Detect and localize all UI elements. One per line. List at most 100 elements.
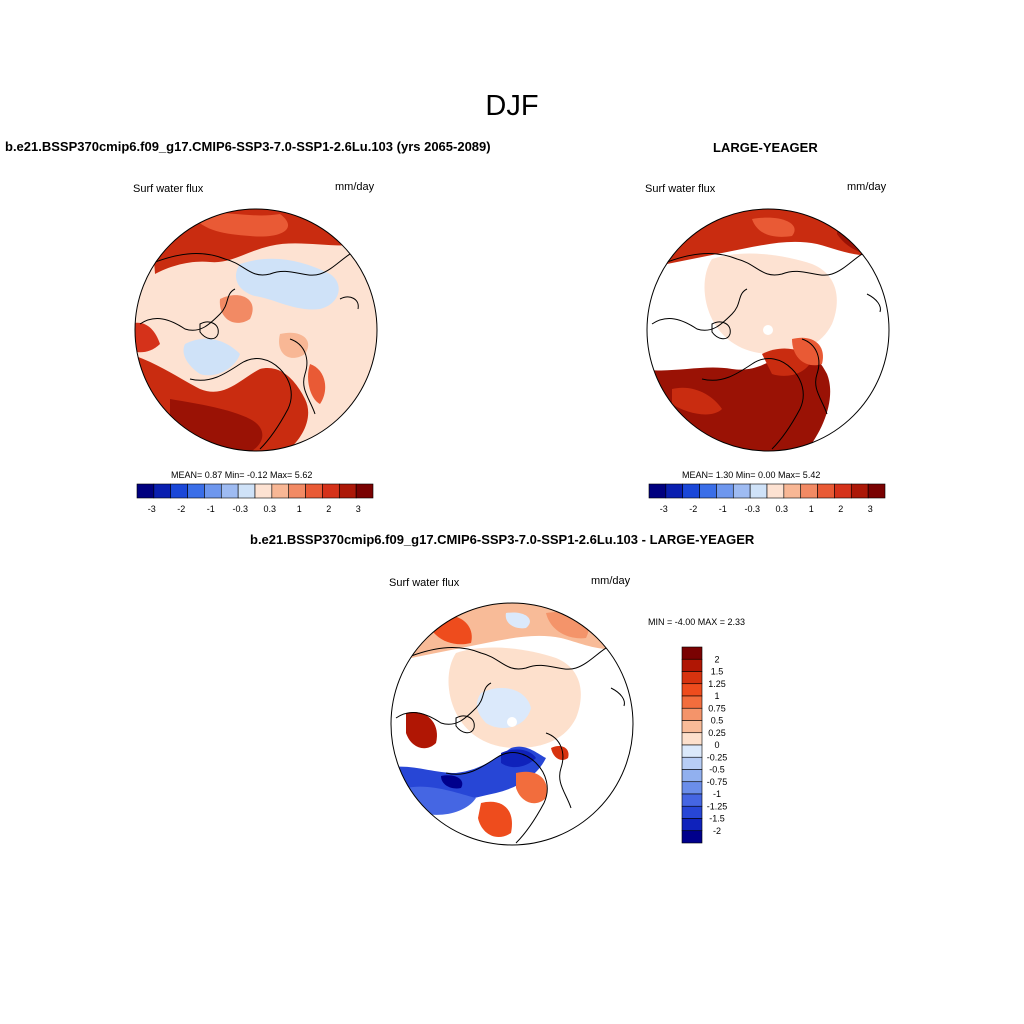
right-map-pole-mask <box>763 325 773 335</box>
right-colorbar-box <box>648 483 667 499</box>
diff-colorbar-box <box>681 769 703 783</box>
diff-variable-label: Surf water flux <box>389 577 460 589</box>
right-colorbar-box <box>783 483 802 499</box>
right-colorbar-box <box>817 483 835 499</box>
diff-colorbar-box <box>681 744 703 758</box>
left-colorbar-label: -3 <box>148 504 156 514</box>
left-colorbar-box <box>254 483 273 499</box>
left-colorbar-label: -1 <box>207 504 215 514</box>
diff-units-label: mm/day <box>591 575 631 587</box>
diff-colorbar-label: 0.75 <box>708 703 726 713</box>
left-colorbar-box <box>338 483 357 499</box>
diff-colorbar-label: 1.5 <box>711 667 724 677</box>
right-map-low-flux-land <box>704 253 837 354</box>
right-colorbar-label: -0.3 <box>744 504 760 514</box>
left-colorbar-box <box>288 483 306 499</box>
diff-stats: MIN = -4.00 MAX = 2.33 <box>648 617 746 627</box>
left-colorbar-label: 3 <box>356 504 361 514</box>
figure-title: DJF <box>485 90 539 122</box>
diff-map-boundary <box>390 602 634 846</box>
right-colorbar-label: 2 <box>838 504 843 514</box>
diff-map-negative-arctic <box>476 688 531 728</box>
right-colorbar-label: -3 <box>660 504 668 514</box>
right-colorbar-label: -2 <box>689 504 697 514</box>
left-colorbar-box <box>136 483 155 499</box>
diff-colorbar-box <box>681 695 703 709</box>
diff-colorbar-label: 0.25 <box>708 728 726 738</box>
right-variable-label: Surf water flux <box>645 183 716 195</box>
diff-colorbar-label: -0.25 <box>707 752 728 762</box>
diff-colorbar-box <box>681 756 703 770</box>
left-colorbar-label: -0.3 <box>232 504 248 514</box>
diff-colorbar-label: -2 <box>713 826 721 836</box>
diff-colorbar-label: 0.5 <box>711 716 724 726</box>
diff-colorbar-box <box>681 720 703 734</box>
right-colorbar-box <box>800 483 818 499</box>
left-colorbar-box <box>237 483 256 499</box>
left-stats: MEAN= 0.87 Min= -0.12 Max= 5.62 <box>171 470 313 480</box>
right-colorbar-box <box>850 483 869 499</box>
diff-map-pole-mask <box>507 717 517 727</box>
diff-panel-header: b.e21.BSSP370cmip6.f09_g17.CMIP6-SSP3-7.… <box>250 532 755 547</box>
diff-colorbar-label: 1.25 <box>708 679 726 689</box>
diff-colorbar-label: -1.5 <box>709 814 725 824</box>
right-colorbar-box <box>699 483 717 499</box>
left-colorbar: -3 -2 -1 -0.3 0.3 1 2 3 <box>136 483 374 514</box>
right-colorbar-box <box>834 483 852 499</box>
left-panel-header: b.e21.BSSP370cmip6.f09_g17.CMIP6-SSP3-7.… <box>5 139 491 154</box>
right-colorbar-box <box>716 483 734 499</box>
left-colorbar-label: 2 <box>326 504 331 514</box>
left-colorbar-box <box>355 483 374 499</box>
diff-colorbar-label: -0.75 <box>707 777 728 787</box>
diff-colorbar-label: -1 <box>713 789 721 799</box>
left-colorbar-box <box>153 483 172 499</box>
right-colorbar-label: 1 <box>809 504 814 514</box>
right-colorbar-box <box>749 483 768 499</box>
diff-colorbar-box <box>681 781 703 795</box>
right-stats: MEAN= 1.30 Min= 0.00 Max= 5.42 <box>682 470 821 480</box>
left-colorbar-label: 1 <box>297 504 302 514</box>
right-colorbar-box <box>665 483 684 499</box>
left-polar-map <box>134 208 378 452</box>
left-colorbar-label: 0.3 <box>263 504 276 514</box>
right-colorbar-box <box>732 483 751 499</box>
diff-colorbar-box <box>681 830 703 844</box>
right-units-label: mm/day <box>847 181 887 193</box>
diff-colorbar-box <box>681 683 703 697</box>
diff-colorbar-box <box>681 793 703 807</box>
right-colorbar: -3 -2 -1 -0.3 0.3 1 2 3 <box>648 483 886 514</box>
left-colorbar-box <box>204 483 222 499</box>
left-units-label: mm/day <box>335 181 375 193</box>
diff-colorbar-label: 1 <box>714 691 719 701</box>
diff-colorbar-box <box>681 732 703 746</box>
diff-colorbar-box <box>681 818 703 832</box>
left-colorbar-box <box>271 483 290 499</box>
diff-colorbar-box <box>681 658 703 672</box>
diff-colorbar-box <box>681 707 703 721</box>
diff-colorbar-label: -0.5 <box>709 765 725 775</box>
diff-polar-map <box>390 602 634 846</box>
right-colorbar-label: 0.3 <box>775 504 788 514</box>
left-map-low-flux-arctic <box>235 258 339 310</box>
left-colorbar-box <box>220 483 239 499</box>
left-map-boundary <box>134 208 378 452</box>
right-map-boundary <box>646 208 890 452</box>
diff-colorbar-box <box>681 671 703 685</box>
right-colorbar-label: -1 <box>719 504 727 514</box>
left-colorbar-label: -2 <box>177 504 185 514</box>
right-colorbar-box <box>682 483 700 499</box>
left-colorbar-box <box>305 483 323 499</box>
right-colorbar-box <box>766 483 785 499</box>
right-panel-header: LARGE-YEAGER <box>713 140 818 155</box>
right-polar-map <box>646 208 890 452</box>
diff-colorbar-label: -1.25 <box>707 801 728 811</box>
left-colorbar-box <box>322 483 340 499</box>
diff-colorbar-label: 0 <box>714 740 719 750</box>
diff-colorbar-box <box>681 805 703 819</box>
right-colorbar-box <box>867 483 886 499</box>
left-variable-label: Surf water flux <box>133 183 204 195</box>
diff-colorbar-box <box>681 646 703 660</box>
left-colorbar-box <box>187 483 205 499</box>
right-colorbar-label: 3 <box>868 504 873 514</box>
diff-colorbar: 2 1.5 1.25 1 0.75 0.5 0.25 0 -0.25 -0.5 -0.75 -1 -1.… <box>681 646 728 844</box>
